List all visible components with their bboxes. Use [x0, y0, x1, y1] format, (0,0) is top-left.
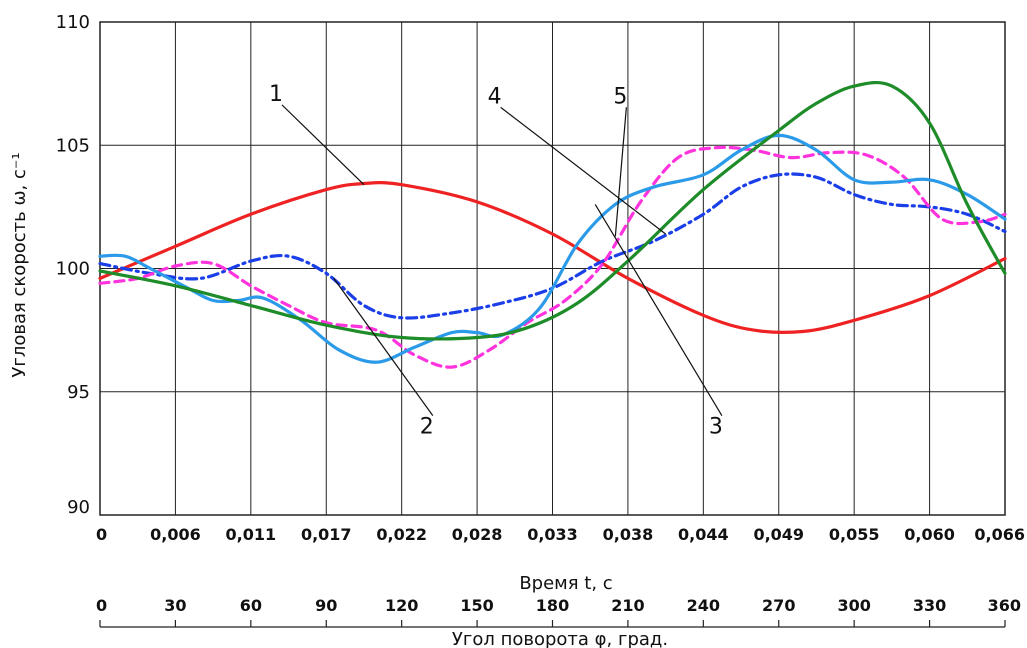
angle-tick-label: 120 — [385, 596, 418, 615]
callout-leader-4 — [500, 106, 666, 235]
series-line-1 — [98, 181, 1007, 335]
callout-leader-5 — [614, 107, 627, 237]
y-tick-label: 90 — [67, 497, 90, 518]
angle-tick-label: 180 — [536, 596, 569, 615]
time-tick-label: 0,049 — [753, 525, 804, 544]
angle-tick-label: 0 — [96, 596, 107, 615]
callout-label-2: 2 — [420, 415, 434, 440]
callout-label-3: 3 — [709, 415, 723, 440]
y-tick-label: 105 — [56, 135, 90, 156]
callout-label-5: 5 — [613, 84, 627, 109]
grid — [99, 21, 1006, 516]
callout-leader-3 — [594, 204, 723, 416]
time-tick-label: 0,055 — [829, 525, 880, 544]
angle-tick-label: 240 — [687, 596, 720, 615]
angle-tick-label: 30 — [164, 596, 186, 615]
angle-tick-label: 90 — [315, 596, 337, 615]
time-tick-label: 0,044 — [678, 525, 729, 544]
callouts: 1 2 3 4 5 — [269, 82, 723, 440]
time-tick-label: 0,066 — [974, 525, 1025, 544]
x-axis-title: Время t, с — [519, 573, 612, 594]
angle-axis-title: Угол поворота φ, град. — [452, 629, 668, 648]
time-tick-label: 0,060 — [904, 525, 955, 544]
series-line-3 — [98, 81, 1007, 341]
callout-leader-2 — [333, 278, 434, 417]
time-tick-label: 0,022 — [376, 525, 427, 544]
angle-tick-label: 210 — [611, 596, 644, 615]
y-tick-label: 110 — [56, 12, 90, 33]
callout-label-4: 4 — [488, 84, 502, 109]
series-group — [98, 81, 1007, 369]
time-tick-label: 0,033 — [527, 525, 578, 544]
callout-leader-1 — [281, 104, 365, 186]
callout-label-1: 1 — [269, 82, 283, 107]
angle-tick-label: 360 — [988, 596, 1021, 615]
time-tick-label: 0,006 — [150, 525, 201, 544]
time-tick-label: 0,028 — [452, 525, 503, 544]
series-line-2 — [98, 172, 1007, 320]
y-tick-label: 95 — [67, 382, 90, 403]
time-tick-label: 0,017 — [301, 525, 352, 544]
angle-tick-label: 60 — [240, 596, 262, 615]
angle-tick-label: 330 — [913, 596, 946, 615]
time-tick-label: 0,038 — [603, 525, 654, 544]
angle-tick-label: 150 — [460, 596, 493, 615]
angle-tick-label: 300 — [837, 596, 870, 615]
angle-tick-label: 270 — [762, 596, 795, 615]
series-line-5 — [98, 145, 1007, 369]
time-tick-label: 0,011 — [226, 525, 277, 544]
y-tick-label: 100 — [56, 259, 90, 280]
time-tick-label: 0 — [96, 525, 107, 544]
y-axis-title: Угловая скорость ω, с⁻¹ — [9, 152, 30, 377]
